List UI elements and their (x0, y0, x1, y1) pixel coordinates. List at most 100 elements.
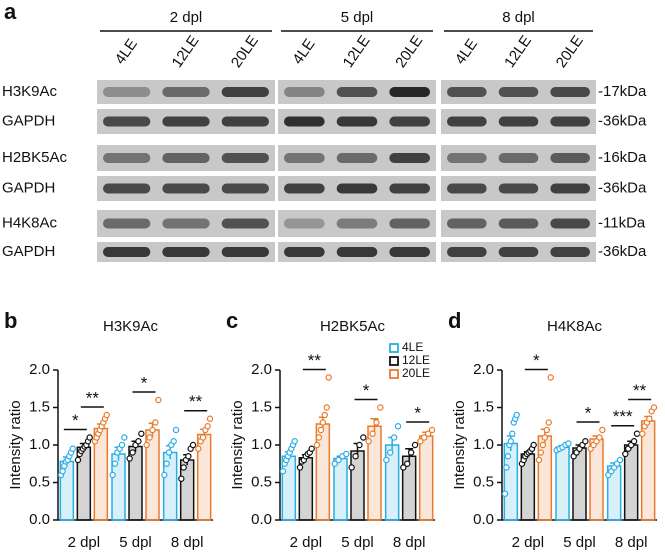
bar (537, 435, 553, 521)
band (221, 183, 269, 194)
data-point (509, 430, 516, 437)
data-point (377, 404, 384, 411)
x-tick-label: 8 dpl (393, 534, 426, 551)
data-point (537, 449, 545, 456)
data-point (86, 434, 93, 441)
data-point (507, 438, 515, 445)
band (103, 183, 151, 194)
data-point (180, 464, 187, 471)
data-point (539, 441, 547, 449)
data-point (199, 434, 207, 441)
band (447, 183, 487, 194)
data-point (279, 468, 287, 475)
data-point (315, 434, 323, 441)
y-tick-label: 1.0 (473, 436, 494, 453)
significance-label: *** (613, 407, 633, 426)
band (447, 87, 487, 97)
data-point (383, 456, 390, 464)
significance-label: ** (86, 388, 100, 407)
legend-swatch (389, 369, 399, 379)
panel-label: d (448, 308, 461, 333)
data-point (146, 434, 153, 441)
group-label: 8 dpl (502, 9, 535, 26)
band (162, 116, 210, 127)
data-point (319, 419, 327, 426)
band (447, 153, 487, 163)
data-point (504, 453, 512, 460)
band (389, 87, 430, 97)
data-point (424, 430, 432, 437)
data-point (121, 434, 128, 441)
size-label: -36kDa (598, 179, 647, 196)
data-point (296, 464, 304, 471)
data-point (400, 464, 407, 471)
band (389, 183, 430, 194)
band (498, 183, 539, 194)
data-point (650, 404, 658, 411)
significance-label: * (414, 403, 421, 422)
band (103, 153, 151, 163)
band (498, 218, 539, 229)
data-point (313, 441, 321, 449)
data-point (161, 471, 168, 479)
band (221, 153, 269, 163)
data-point (135, 438, 142, 445)
y-axis-label: Intensity ratio (229, 400, 246, 489)
data-point (170, 438, 177, 445)
y-tick-label: 1.5 (29, 398, 50, 415)
data-point (541, 434, 549, 441)
bar (333, 457, 348, 521)
data-point (421, 434, 428, 441)
data-point (356, 441, 363, 449)
chart-title: H2BK5Ac (320, 318, 386, 335)
data-point (325, 374, 332, 381)
x-tick-label: 5 dpl (341, 534, 374, 551)
x-tick-label: 8 dpl (615, 534, 648, 551)
band (221, 218, 269, 229)
data-point (343, 450, 350, 458)
data-point (352, 453, 359, 460)
data-point (348, 464, 355, 471)
band (336, 183, 378, 194)
significance-label: * (533, 351, 540, 370)
band (162, 218, 210, 229)
band (550, 247, 590, 257)
band (447, 247, 487, 257)
data-point (321, 411, 328, 419)
band (284, 218, 325, 229)
data-point (565, 440, 572, 447)
data-point (126, 455, 133, 462)
band (162, 183, 210, 194)
band (498, 247, 539, 257)
y-tick-label: 1.5 (473, 398, 494, 415)
data-point (547, 374, 554, 381)
data-point (633, 430, 641, 437)
data-point (394, 423, 402, 430)
data-point (530, 441, 537, 449)
data-point (317, 426, 325, 434)
group-label: 5 dpl (341, 9, 374, 26)
significance-label: * (72, 411, 79, 430)
data-point (630, 438, 638, 445)
data-point (646, 415, 653, 422)
data-point (407, 449, 415, 456)
data-point (204, 423, 211, 430)
y-axis-label: Intensity ratio (7, 400, 24, 489)
band (162, 247, 210, 257)
data-point (335, 456, 342, 464)
significance-label: ** (633, 381, 647, 400)
size-label: -16kDa (598, 149, 647, 166)
band (336, 153, 378, 163)
y-tick-label: 0.0 (251, 511, 272, 528)
band (221, 247, 269, 257)
y-tick-label: 2.0 (251, 361, 272, 378)
band (284, 116, 325, 127)
legend-label: 12LE (402, 353, 430, 367)
band (389, 218, 430, 229)
data-point (291, 438, 298, 445)
data-point (163, 460, 170, 467)
row-label: GAPDH (2, 179, 55, 196)
band (103, 116, 151, 127)
data-point (189, 441, 197, 449)
